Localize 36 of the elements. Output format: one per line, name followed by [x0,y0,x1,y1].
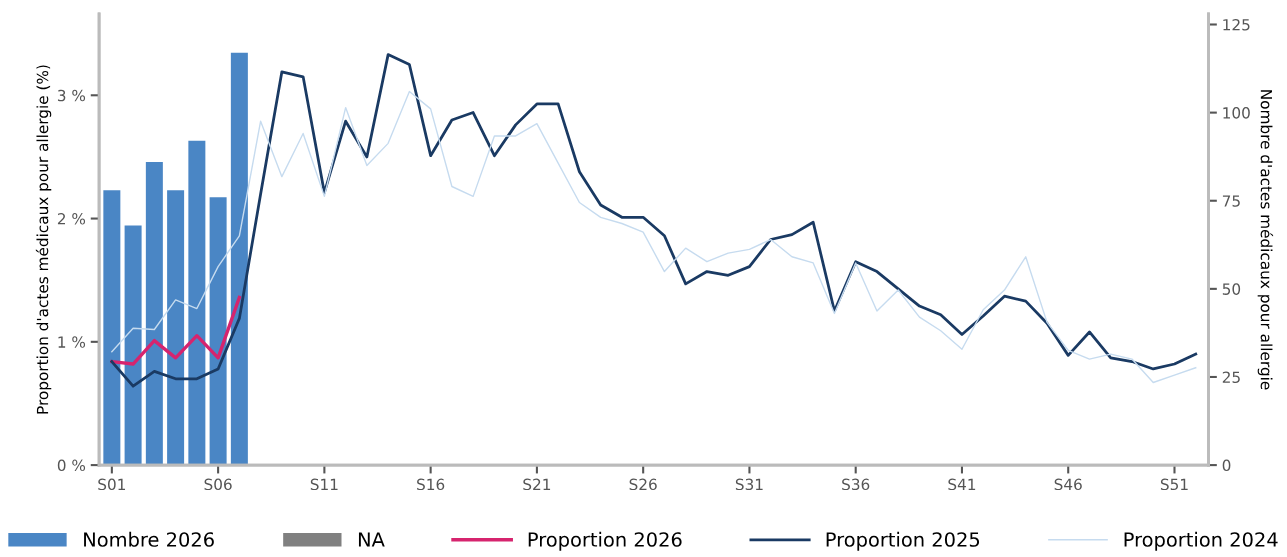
y2-tick-label: 50 [1222,283,1241,295]
y2-tick-label: 75 [1222,195,1240,207]
x-tick-label: S36 [842,478,870,491]
bar [188,140,206,466]
bar [209,197,227,466]
y-tick-label: 0 % [57,459,86,472]
bar [145,161,163,466]
x-tick-label: S41 [948,478,976,491]
x-tick-label: S21 [523,478,551,491]
bar [230,52,248,466]
x-tick-label: S06 [204,478,232,491]
y2-axis-title: Nombre d'actes médicaux pour allergie [1257,90,1274,390]
y2-tick-label: 25 [1222,371,1240,383]
line-series [110,295,242,366]
legend-label: Proportion 2024 [1124,531,1278,551]
y-tick-label: 1 % [58,336,86,348]
y2-tick-label: 0 [1222,459,1231,472]
y-tick-label: 3 % [57,89,86,102]
legend-label: Nombre 2026 [84,531,214,547]
x-tick-label: S31 [735,478,763,491]
y2-tick-label: 100 [1223,107,1250,119]
legend-label: NA [358,532,385,547]
x-tick-label: S51 [1160,478,1188,491]
y-tick-label: 2 % [57,213,86,225]
bar [124,225,142,466]
bar [103,190,121,466]
y2-tick-label: 125 [1223,18,1250,31]
legend-label: Proportion 2026 [528,531,682,551]
x-tick-label: S26 [629,478,657,491]
x-tick-label: S11 [310,478,338,491]
x-tick-label: S01 [98,478,126,491]
y-axis-title: Proportion d'actes médicaux pour allergie (%) [35,65,52,414]
bar [167,190,185,466]
x-tick-label: S46 [1054,478,1082,491]
x-tick-label: S16 [417,478,445,491]
legend-label: Proportion 2025 [826,531,980,551]
